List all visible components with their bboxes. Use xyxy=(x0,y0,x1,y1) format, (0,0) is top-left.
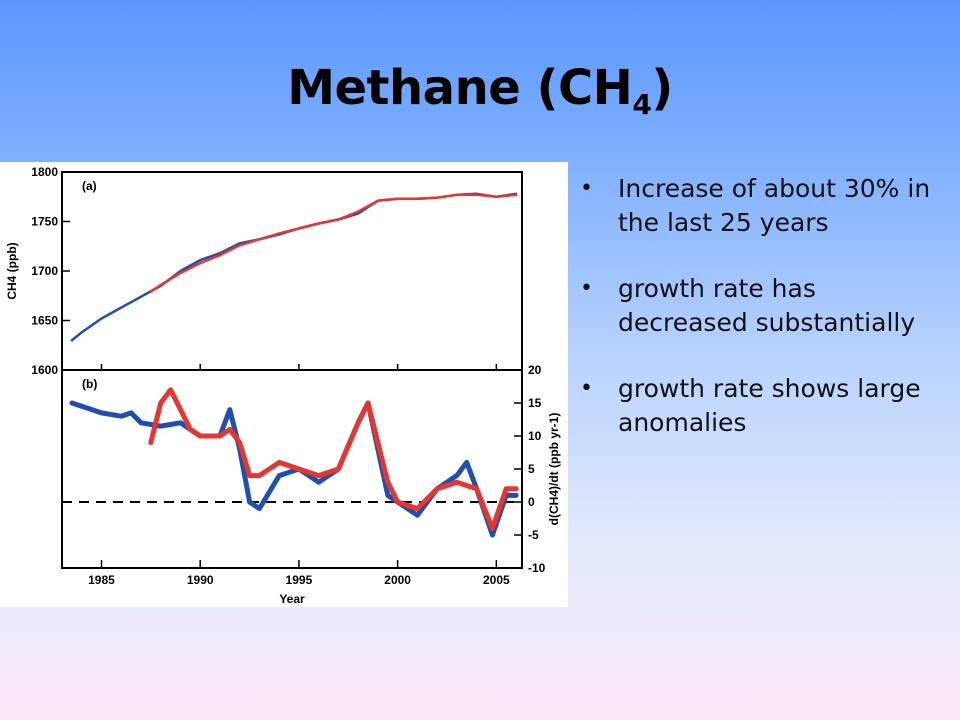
bullet-dot-icon: • xyxy=(580,376,593,401)
methane-figure: (a) (b) 1600 1650 1700 1750 1800 -10 -5 0 5 10 15… xyxy=(0,162,568,607)
x-tick-label: 1995 xyxy=(286,573,313,587)
panel-b-ytick-label: 15 xyxy=(528,396,542,410)
x-axis-label: Year xyxy=(279,592,305,606)
panel-a-series-1-line xyxy=(70,192,518,342)
x-tick-label: 2000 xyxy=(384,573,411,587)
panel-b-ytick-label: 5 xyxy=(528,462,535,476)
panel-a-ylabel: CH4 (ppb) xyxy=(5,242,19,299)
panel-b-ylabel: d(CH4)/dt (ppb yr-1) xyxy=(547,413,561,526)
panel-a-ytick-label: 1750 xyxy=(31,215,58,229)
panel-b-ytick-label: 10 xyxy=(528,429,542,443)
panel-a-label: (a) xyxy=(82,179,97,193)
title-subscript: 4 xyxy=(632,88,652,121)
slide-title: Methane (CH4) xyxy=(0,60,960,121)
panel-b-series-2-line xyxy=(148,387,519,531)
x-tick-label: 2005 xyxy=(483,573,510,587)
panel-a-ytick-label: 1700 xyxy=(31,264,58,278)
bullet-text: growth rate has decreased substantially xyxy=(618,274,916,337)
panel-b-ytick-label: 0 xyxy=(528,495,535,509)
bullet-list: • Increase of about 30% in the last 25 ye… xyxy=(580,172,940,472)
bullet-text: growth rate shows large anomalies xyxy=(618,374,921,437)
methane-chart: (a) (b) 1600 1650 1700 1750 1800 -10 -5 0 5 10 15… xyxy=(5,165,561,606)
bullet-dot-icon: • xyxy=(580,276,593,301)
bullet-item: • growth rate has decreased substantially xyxy=(580,272,940,340)
x-tick-label: 1990 xyxy=(187,573,214,587)
bullet-text: Increase of about 30% in the last 25 yea… xyxy=(618,174,931,237)
panel-a-ytick-label: 1600 xyxy=(31,363,58,377)
x-tick-label: 1985 xyxy=(88,573,115,587)
panel-a-series-2-line xyxy=(149,193,518,294)
title-end: ) xyxy=(651,60,673,116)
bullet-item: • growth rate shows large anomalies xyxy=(580,372,940,440)
title-main: Methane (CH xyxy=(287,60,633,116)
panel-a-ytick-label: 1800 xyxy=(31,165,58,179)
panel-a-frame xyxy=(61,171,523,371)
bullet-dot-icon: • xyxy=(580,176,593,201)
bullet-item: • Increase of about 30% in the last 25 ye… xyxy=(580,172,940,240)
panel-b-ytick-label: -5 xyxy=(528,528,539,542)
panel-b-ytick-label: 20 xyxy=(528,363,542,377)
panel-b-ytick-label: -10 xyxy=(528,561,546,575)
panel-a-ytick-label: 1650 xyxy=(31,314,58,328)
panel-b-label: (b) xyxy=(82,377,97,391)
